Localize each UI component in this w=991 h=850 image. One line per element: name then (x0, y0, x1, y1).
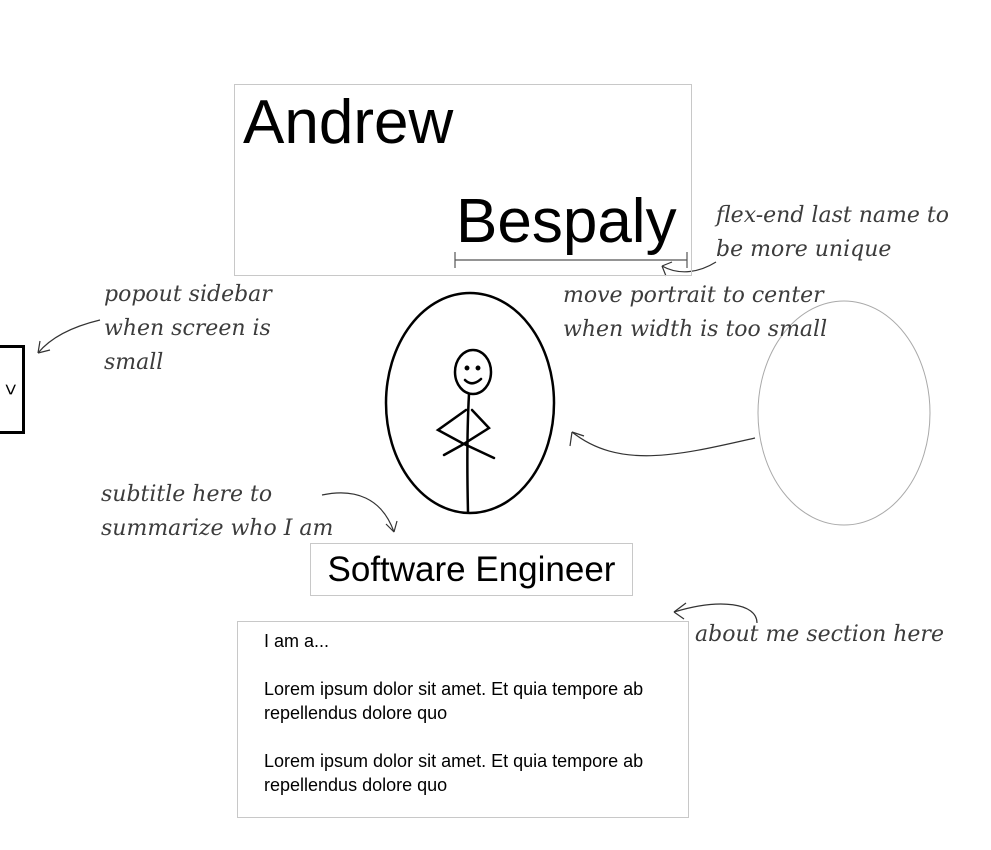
sidebar-toggle-button[interactable]: > (0, 345, 25, 434)
about-intro: I am a... (264, 631, 330, 651)
stick-figure-icon (435, 348, 496, 514)
subtitle: Software Engineer (310, 543, 633, 596)
annotation-line: when screen is (104, 316, 271, 341)
arrow-about (673, 602, 758, 624)
chevron-right-icon: > (0, 383, 21, 396)
annotation-line: move portrait to center (563, 283, 824, 308)
annotation-line: about me section here (695, 622, 944, 647)
annotation-sidebar: popout sidebar when screen is small (104, 278, 272, 380)
about-paragraph: Lorem ipsum dolor sit amet. Et quia temp… (264, 751, 644, 795)
annotation-line: small (104, 350, 164, 375)
annotation-line: when width is too small (563, 317, 828, 342)
last-name: Bespaly (456, 187, 677, 256)
portrait (384, 291, 556, 515)
arrow-portrait (569, 431, 756, 457)
annotation-line: popout sidebar (104, 282, 272, 307)
arrow-subtitle (321, 492, 398, 533)
arrow-sidebar (37, 319, 101, 354)
portrait-placeholder (757, 300, 931, 526)
annotation-flex-end: flex-end last name to be more unique (716, 199, 949, 267)
about-section: I am a... Lorem ipsum dolor sit amet. Et… (237, 621, 689, 818)
annotation-line: flex-end last name to (716, 203, 949, 228)
annotation-line: subtitle here to (101, 482, 273, 507)
annotation-line: be more unique (716, 237, 892, 262)
annotation-portrait: move portrait to center when width is to… (563, 279, 827, 347)
name-box (234, 84, 692, 276)
last-name-underline (454, 252, 688, 268)
annotation-about: about me section here (695, 618, 944, 652)
about-paragraph: Lorem ipsum dolor sit amet. Et quia temp… (264, 679, 644, 723)
annotation-subtitle: subtitle here to summarize who I am (101, 478, 333, 546)
first-name: Andrew (243, 88, 454, 157)
arrow-flex-end (661, 261, 717, 277)
annotation-line: summarize who I am (101, 516, 334, 541)
